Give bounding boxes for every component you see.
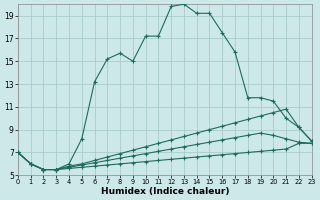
X-axis label: Humidex (Indice chaleur): Humidex (Indice chaleur) bbox=[100, 187, 229, 196]
